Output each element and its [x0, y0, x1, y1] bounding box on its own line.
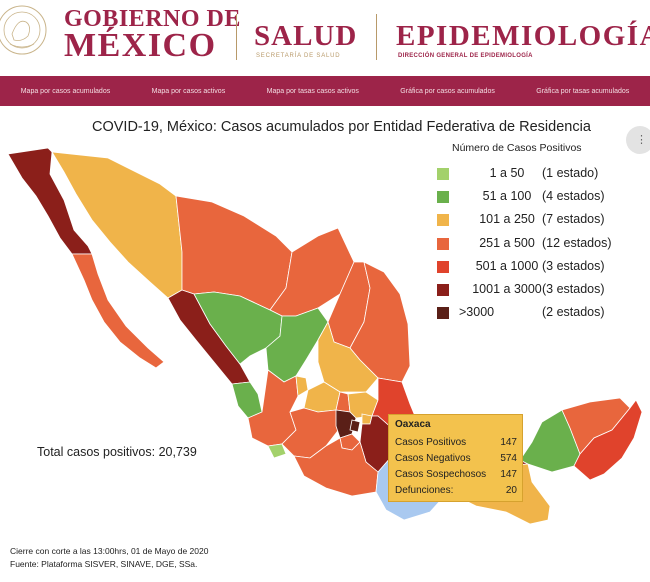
state-colima[interactable]: [267, 443, 287, 459]
header-divider: [376, 14, 377, 60]
nav-mapa-casos-acumulados[interactable]: Mapa por casos acumulados: [20, 87, 111, 95]
main-nav: Mapa por casos acumulados Mapa por casos…: [0, 76, 650, 106]
legend-count: (3 estados): [542, 259, 605, 273]
legend-range: 101 a 250: [479, 212, 535, 226]
state-guerrero[interactable]: [293, 437, 379, 497]
legend-swatch: [437, 284, 449, 296]
epidemiologia-title: EPIDEMIOLOGÍA: [396, 20, 650, 52]
map-panel: COVID-19, México: Casos acumulados por E…: [0, 112, 650, 582]
total-positive-cases: Total casos positivos: 20,739: [37, 445, 197, 459]
tooltip-label: Casos Sospechosos: [395, 469, 487, 480]
salud-subtitle: SECRETARÍA DE SALUD: [256, 53, 341, 59]
legend-count: (3 estados): [542, 282, 605, 296]
tooltip-row: Casos Sospechosos 147: [395, 469, 517, 483]
menu-icon: ⋮: [636, 134, 647, 146]
nav-mapa-tasas-activos[interactable]: Mapa por tasas casos activos: [266, 87, 359, 95]
tooltip-title: Oaxaca: [395, 419, 431, 430]
tooltip-row: Defunciones: 20: [395, 485, 517, 499]
tooltip-label: Casos Negativos: [395, 453, 471, 464]
legend-range: 251 a 500: [479, 236, 535, 250]
tooltip-value: 147: [500, 469, 517, 480]
legend-count: (2 estados): [542, 305, 605, 319]
legend-range: >3000: [459, 305, 495, 319]
legend-swatch: [437, 307, 449, 319]
side-menu-button[interactable]: ⋮: [626, 126, 650, 154]
nav-grafica-tasas-acumulados[interactable]: Gráfica por tasas acumulados: [536, 87, 630, 95]
legend-count: (1 estado): [542, 166, 599, 180]
nav-grafica-casos-acumulados[interactable]: Gráfica por casos acumulados: [400, 87, 495, 95]
state-baja-california-sur[interactable]: [71, 253, 165, 369]
tooltip-row: Casos Negativos 574: [395, 453, 517, 467]
map-title: COVID-19, México: Casos acumulados por E…: [92, 119, 591, 135]
state-aguascalientes[interactable]: [295, 375, 309, 397]
legend-swatch: [437, 168, 449, 180]
legend-range: 501 a 1000: [475, 259, 539, 273]
legend-swatch: [437, 191, 449, 203]
legend-range: 1001 a 3000: [472, 282, 542, 296]
tooltip-row: Casos Positivos 147: [395, 437, 517, 451]
site-header: GOBIERNO DE MÉXICO SALUD SECRETARÍA DE S…: [0, 0, 650, 76]
legend-range: 1 a 50: [489, 166, 525, 180]
state-sonora[interactable]: [51, 151, 183, 299]
state-nayarit[interactable]: [231, 381, 263, 419]
state-zacatecas[interactable]: [265, 307, 329, 383]
tooltip-value: 20: [505, 485, 517, 496]
source-note: Fuente: Plataforma SISVER, SINAVE, DGE, …: [10, 559, 198, 569]
state-sinaloa[interactable]: [167, 289, 251, 385]
gobierno-title-line2: MÉXICO: [64, 27, 217, 64]
tooltip-label: Defunciones:: [395, 485, 454, 496]
tooltip-value: 147: [500, 437, 517, 448]
salud-title: SALUD: [254, 20, 358, 52]
header-divider: [236, 14, 237, 60]
state-baja-california[interactable]: [7, 147, 93, 255]
epidemiologia-subtitle: DIRECCIÓN GENERAL DE EPIDEMIOLOGÍA: [398, 53, 533, 59]
legend-range: 51 a 100: [482, 189, 532, 203]
mexico-map: [7, 147, 643, 525]
legend-swatch: [437, 238, 449, 250]
state-ciudad-de-mexico[interactable]: [349, 419, 361, 433]
state-quintana-roo[interactable]: [573, 399, 643, 481]
gobierno-title-line1: GOBIERNO DE: [64, 6, 241, 32]
legend-count: (7 estados): [542, 212, 605, 226]
national-seal-icon: [0, 5, 47, 55]
state-jalisco[interactable]: [247, 369, 299, 447]
legend-title: Número de Casos Positivos: [452, 142, 582, 154]
legend-count: (4 estados): [542, 189, 605, 203]
tooltip-label: Casos Positivos: [395, 437, 467, 448]
legend-count: (12 estados): [542, 236, 612, 250]
state-tooltip: Oaxaca Casos Positivos 147 Casos Negativ…: [388, 414, 523, 502]
tooltip-value: 574: [500, 453, 517, 464]
legend-swatch: [437, 261, 449, 273]
legend-swatch: [437, 214, 449, 226]
state-chihuahua[interactable]: [175, 195, 293, 311]
nav-mapa-casos-activos[interactable]: Mapa por casos activos: [151, 87, 226, 95]
cutoff-note: Cierre con corte a las 13:00hrs, 01 de M…: [10, 546, 209, 556]
